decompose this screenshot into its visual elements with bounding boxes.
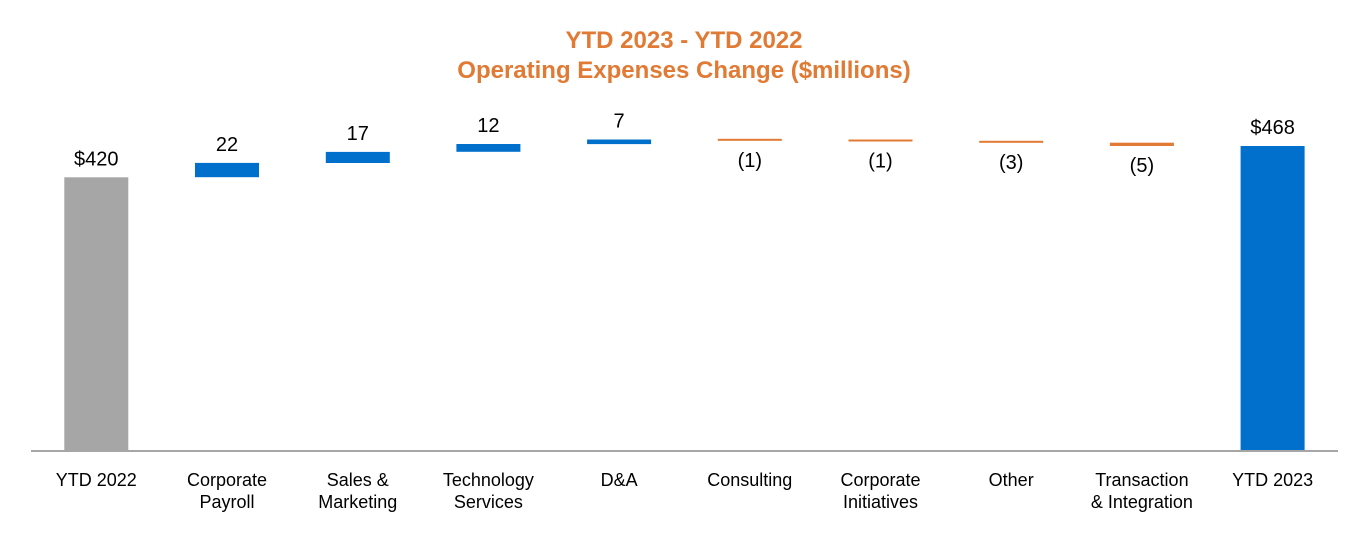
chart-title: YTD 2023 - YTD 2022 bbox=[565, 27, 802, 54]
category-label-1: Corporate Payroll bbox=[187, 470, 267, 512]
bar-7 bbox=[979, 140, 1044, 143]
data-label-9: $468 bbox=[1250, 117, 1295, 139]
data-label-1: 22 bbox=[216, 134, 238, 156]
data-label-5: (1) bbox=[738, 150, 762, 172]
category-label-3: Technology Services bbox=[443, 470, 534, 512]
bar-8 bbox=[1109, 142, 1174, 146]
bar-3 bbox=[456, 144, 521, 152]
category-label-5: Consulting bbox=[707, 470, 792, 490]
bar-1 bbox=[195, 162, 259, 178]
category-labels: YTD 2022 Corporate Payroll Sales & Marketing… bbox=[56, 470, 1313, 512]
data-label-4: 7 bbox=[614, 111, 625, 133]
data-label-6: (1) bbox=[868, 151, 892, 173]
category-label-0: YTD 2022 bbox=[56, 470, 137, 490]
data-label-2: 17 bbox=[347, 123, 369, 145]
category-label-2: Sales & Marketing bbox=[318, 470, 397, 512]
bar-5 bbox=[717, 138, 782, 141]
data-label-3: 12 bbox=[477, 115, 499, 137]
chart-marks: $420 22 17 12 7 (1) (1) (3) (5) $468 bbox=[64, 111, 1305, 452]
category-label-6: Corporate Initiatives bbox=[840, 470, 920, 512]
category-label-4: D&A bbox=[601, 470, 638, 490]
bar-4 bbox=[587, 139, 652, 145]
bar-9 bbox=[1240, 146, 1305, 451]
category-label-9: YTD 2023 bbox=[1232, 470, 1313, 490]
data-label-0: $420 bbox=[74, 148, 119, 170]
category-label-7: Other bbox=[989, 470, 1034, 490]
bar-0 bbox=[64, 177, 129, 452]
bar-2 bbox=[325, 151, 390, 163]
chart-subtitle: Operating Expenses Change ($millions) bbox=[457, 57, 910, 84]
category-label-8: Transaction & Integration bbox=[1091, 470, 1193, 512]
bar-6 bbox=[848, 139, 913, 142]
data-label-8: (5) bbox=[1130, 155, 1154, 177]
data-label-7: (3) bbox=[999, 152, 1023, 174]
